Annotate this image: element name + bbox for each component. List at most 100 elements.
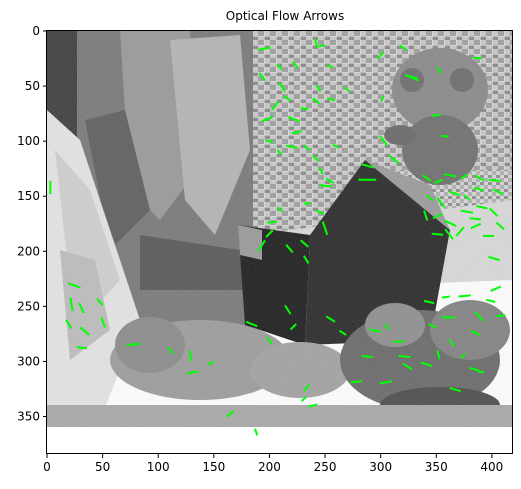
flow-arrow-114 bbox=[460, 353, 466, 359]
flow-arrow-31 bbox=[303, 144, 311, 151]
y-tick-label-2: 100 bbox=[17, 134, 40, 148]
x-tick-label-6: 300 bbox=[369, 460, 392, 474]
flow-arrow-25 bbox=[431, 113, 441, 117]
flow-arrow-109 bbox=[474, 311, 484, 322]
flow-arrow-1 bbox=[258, 46, 271, 51]
flow-arrow-84 bbox=[76, 346, 88, 350]
flow-arrow-4 bbox=[278, 82, 286, 93]
flow-arrow-54 bbox=[432, 212, 443, 220]
flow-arrow-116 bbox=[449, 386, 462, 393]
flow-arrow-79 bbox=[78, 302, 85, 314]
flow-arrow-111 bbox=[486, 298, 496, 303]
x-tick-label-4: 200 bbox=[258, 460, 281, 474]
flow-arrow-95 bbox=[338, 329, 347, 336]
flow-arrow-75 bbox=[265, 229, 274, 238]
flow-arrow-123 bbox=[226, 410, 235, 418]
flow-arrow-17 bbox=[344, 86, 351, 93]
flow-arrow-73 bbox=[299, 239, 310, 248]
flow-arrow-110 bbox=[490, 285, 502, 292]
flow-arrow-96 bbox=[369, 328, 381, 333]
y-tick-label-1: 50 bbox=[25, 79, 40, 93]
flow-arrow-59 bbox=[431, 232, 444, 236]
x-tick-label-8: 400 bbox=[480, 460, 503, 474]
flow-arrow-14 bbox=[315, 84, 322, 93]
flow-arrow-34 bbox=[325, 177, 335, 184]
flow-arrow-12 bbox=[318, 44, 326, 48]
chart-title: Optical Flow Arrows bbox=[226, 9, 344, 23]
flow-arrow-6 bbox=[283, 95, 292, 102]
flow-arrow-94 bbox=[325, 315, 336, 323]
flow-arrow-60 bbox=[444, 228, 454, 240]
flow-arrow-108 bbox=[458, 294, 471, 298]
flow-arrow-87 bbox=[188, 350, 193, 362]
flow-arrow-33 bbox=[318, 167, 324, 175]
flow-arrow-65 bbox=[488, 255, 500, 262]
x-tick-label-0: 0 bbox=[43, 460, 51, 474]
flow-arrow-93 bbox=[284, 304, 292, 315]
x-tick-label-2: 100 bbox=[147, 460, 170, 474]
flow-arrow-99 bbox=[398, 354, 411, 359]
flow-arrow-24 bbox=[404, 74, 418, 80]
x-tick-label-3: 150 bbox=[202, 460, 225, 474]
flow-arrow-101 bbox=[420, 361, 433, 367]
flow-arrow-57 bbox=[476, 205, 488, 210]
flow-arrow-100 bbox=[402, 362, 413, 371]
flow-arrow-122 bbox=[308, 403, 318, 408]
flow-arrow-78 bbox=[69, 297, 74, 311]
flow-arrow-26 bbox=[440, 134, 449, 138]
flow-arrow-120 bbox=[303, 383, 311, 392]
flow-arrow-42 bbox=[433, 178, 444, 184]
flow-arrow-35 bbox=[319, 184, 332, 188]
flow-arrow-90 bbox=[245, 320, 258, 328]
flow-arrow-113 bbox=[470, 329, 481, 336]
flow-arrow-106 bbox=[441, 295, 450, 299]
plot-frame bbox=[46, 30, 513, 454]
flow-arrow-69 bbox=[267, 220, 278, 224]
flow-arrow-49 bbox=[449, 190, 460, 197]
flow-arrows bbox=[49, 38, 506, 436]
flow-arrow-10 bbox=[300, 107, 309, 111]
flow-arrow-92 bbox=[289, 323, 297, 331]
y-tick-label-5: 250 bbox=[17, 299, 40, 313]
flow-arrow-55 bbox=[443, 219, 457, 227]
flow-arrow-64 bbox=[495, 221, 505, 231]
flow-arrow-40 bbox=[388, 154, 400, 164]
flow-arrow-43 bbox=[443, 173, 457, 178]
flow-arrow-61 bbox=[455, 226, 465, 237]
flow-arrow-47 bbox=[425, 194, 434, 202]
flow-arrow-81 bbox=[100, 317, 106, 328]
flow-arrow-115 bbox=[477, 370, 485, 374]
background-photo bbox=[47, 31, 513, 427]
flow-arrow-77 bbox=[67, 282, 81, 289]
flow-arrow-67 bbox=[276, 206, 284, 213]
flow-arrow-44 bbox=[460, 173, 468, 180]
flow-arrow-51 bbox=[473, 186, 485, 192]
flow-arrow-112 bbox=[496, 314, 506, 318]
flow-arrow-7 bbox=[270, 100, 280, 111]
flow-arrow-89 bbox=[207, 360, 215, 366]
flow-arrow-38 bbox=[378, 135, 389, 147]
flow-arrow-9 bbox=[287, 115, 300, 123]
flow-arrow-46 bbox=[488, 178, 501, 182]
flow-arrow-16 bbox=[326, 97, 336, 102]
flow-arrow-68 bbox=[303, 201, 311, 205]
flow-arrow-19 bbox=[399, 44, 407, 51]
flow-arrow-2 bbox=[276, 63, 283, 71]
flow-arrow-121 bbox=[300, 396, 307, 402]
flow-arrow-91 bbox=[266, 336, 273, 345]
flow-arrow-76 bbox=[257, 239, 266, 252]
y-tick-label-7: 350 bbox=[17, 410, 40, 424]
flow-arrow-66 bbox=[469, 217, 481, 221]
flow-arrow-28 bbox=[276, 149, 283, 156]
flow-arrow-72 bbox=[321, 221, 329, 236]
flow-arrow-50 bbox=[463, 194, 471, 201]
flow-arrow-97 bbox=[384, 323, 391, 331]
flow-arrow-56 bbox=[460, 209, 474, 214]
flow-arrow-27 bbox=[264, 139, 274, 144]
x-tick-label-1: 50 bbox=[95, 460, 110, 474]
flow-arrow-22 bbox=[472, 56, 482, 60]
y-tick-label-3: 150 bbox=[17, 189, 40, 203]
flow-arrow-30 bbox=[285, 144, 298, 149]
flow-arrow-119 bbox=[361, 354, 373, 359]
y-tick-label-4: 200 bbox=[17, 244, 40, 258]
